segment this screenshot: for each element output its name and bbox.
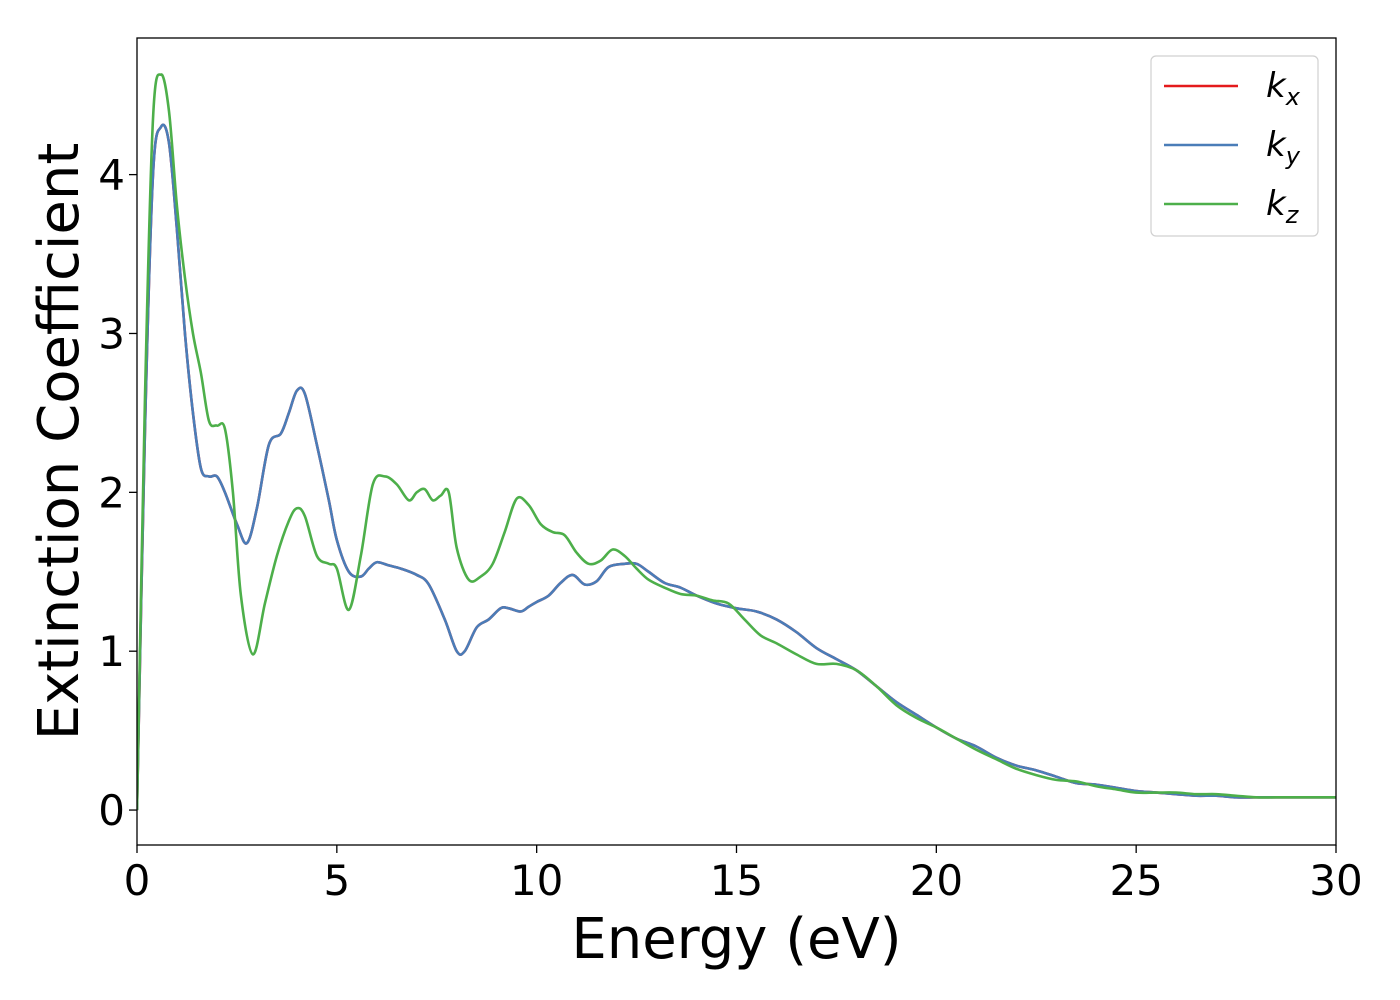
legend: kx ky kz [1150, 55, 1319, 237]
legend-label-kz: kz [1266, 184, 1300, 229]
x-tick-label: 20 [910, 856, 963, 905]
series-layer [137, 73, 1336, 811]
x-tick-label: 15 [710, 856, 763, 905]
ticks-layer: 0 5 10 15 20 25 30 0 1 2 3 4 [98, 151, 1362, 905]
y-axis-title: Extinction Coefficient [27, 143, 92, 741]
x-tick-label: 10 [510, 856, 563, 905]
y-tick-label: 2 [98, 468, 125, 517]
series-line-kz [137, 73, 1336, 811]
x-tick-label: 30 [1309, 856, 1362, 905]
legend-label-ky: ky [1266, 125, 1301, 170]
x-tick-label: 25 [1109, 856, 1162, 905]
y-tick-label: 1 [98, 627, 125, 676]
x-tick-label: 0 [124, 856, 151, 905]
legend-label-kx: kx [1266, 66, 1301, 111]
x-axis-title: Energy (eV) [571, 907, 901, 972]
x-tick-label: 5 [323, 856, 350, 905]
y-tick-label: 0 [98, 786, 125, 835]
y-tick-label: 3 [98, 309, 125, 358]
y-tick-label: 4 [98, 151, 125, 200]
